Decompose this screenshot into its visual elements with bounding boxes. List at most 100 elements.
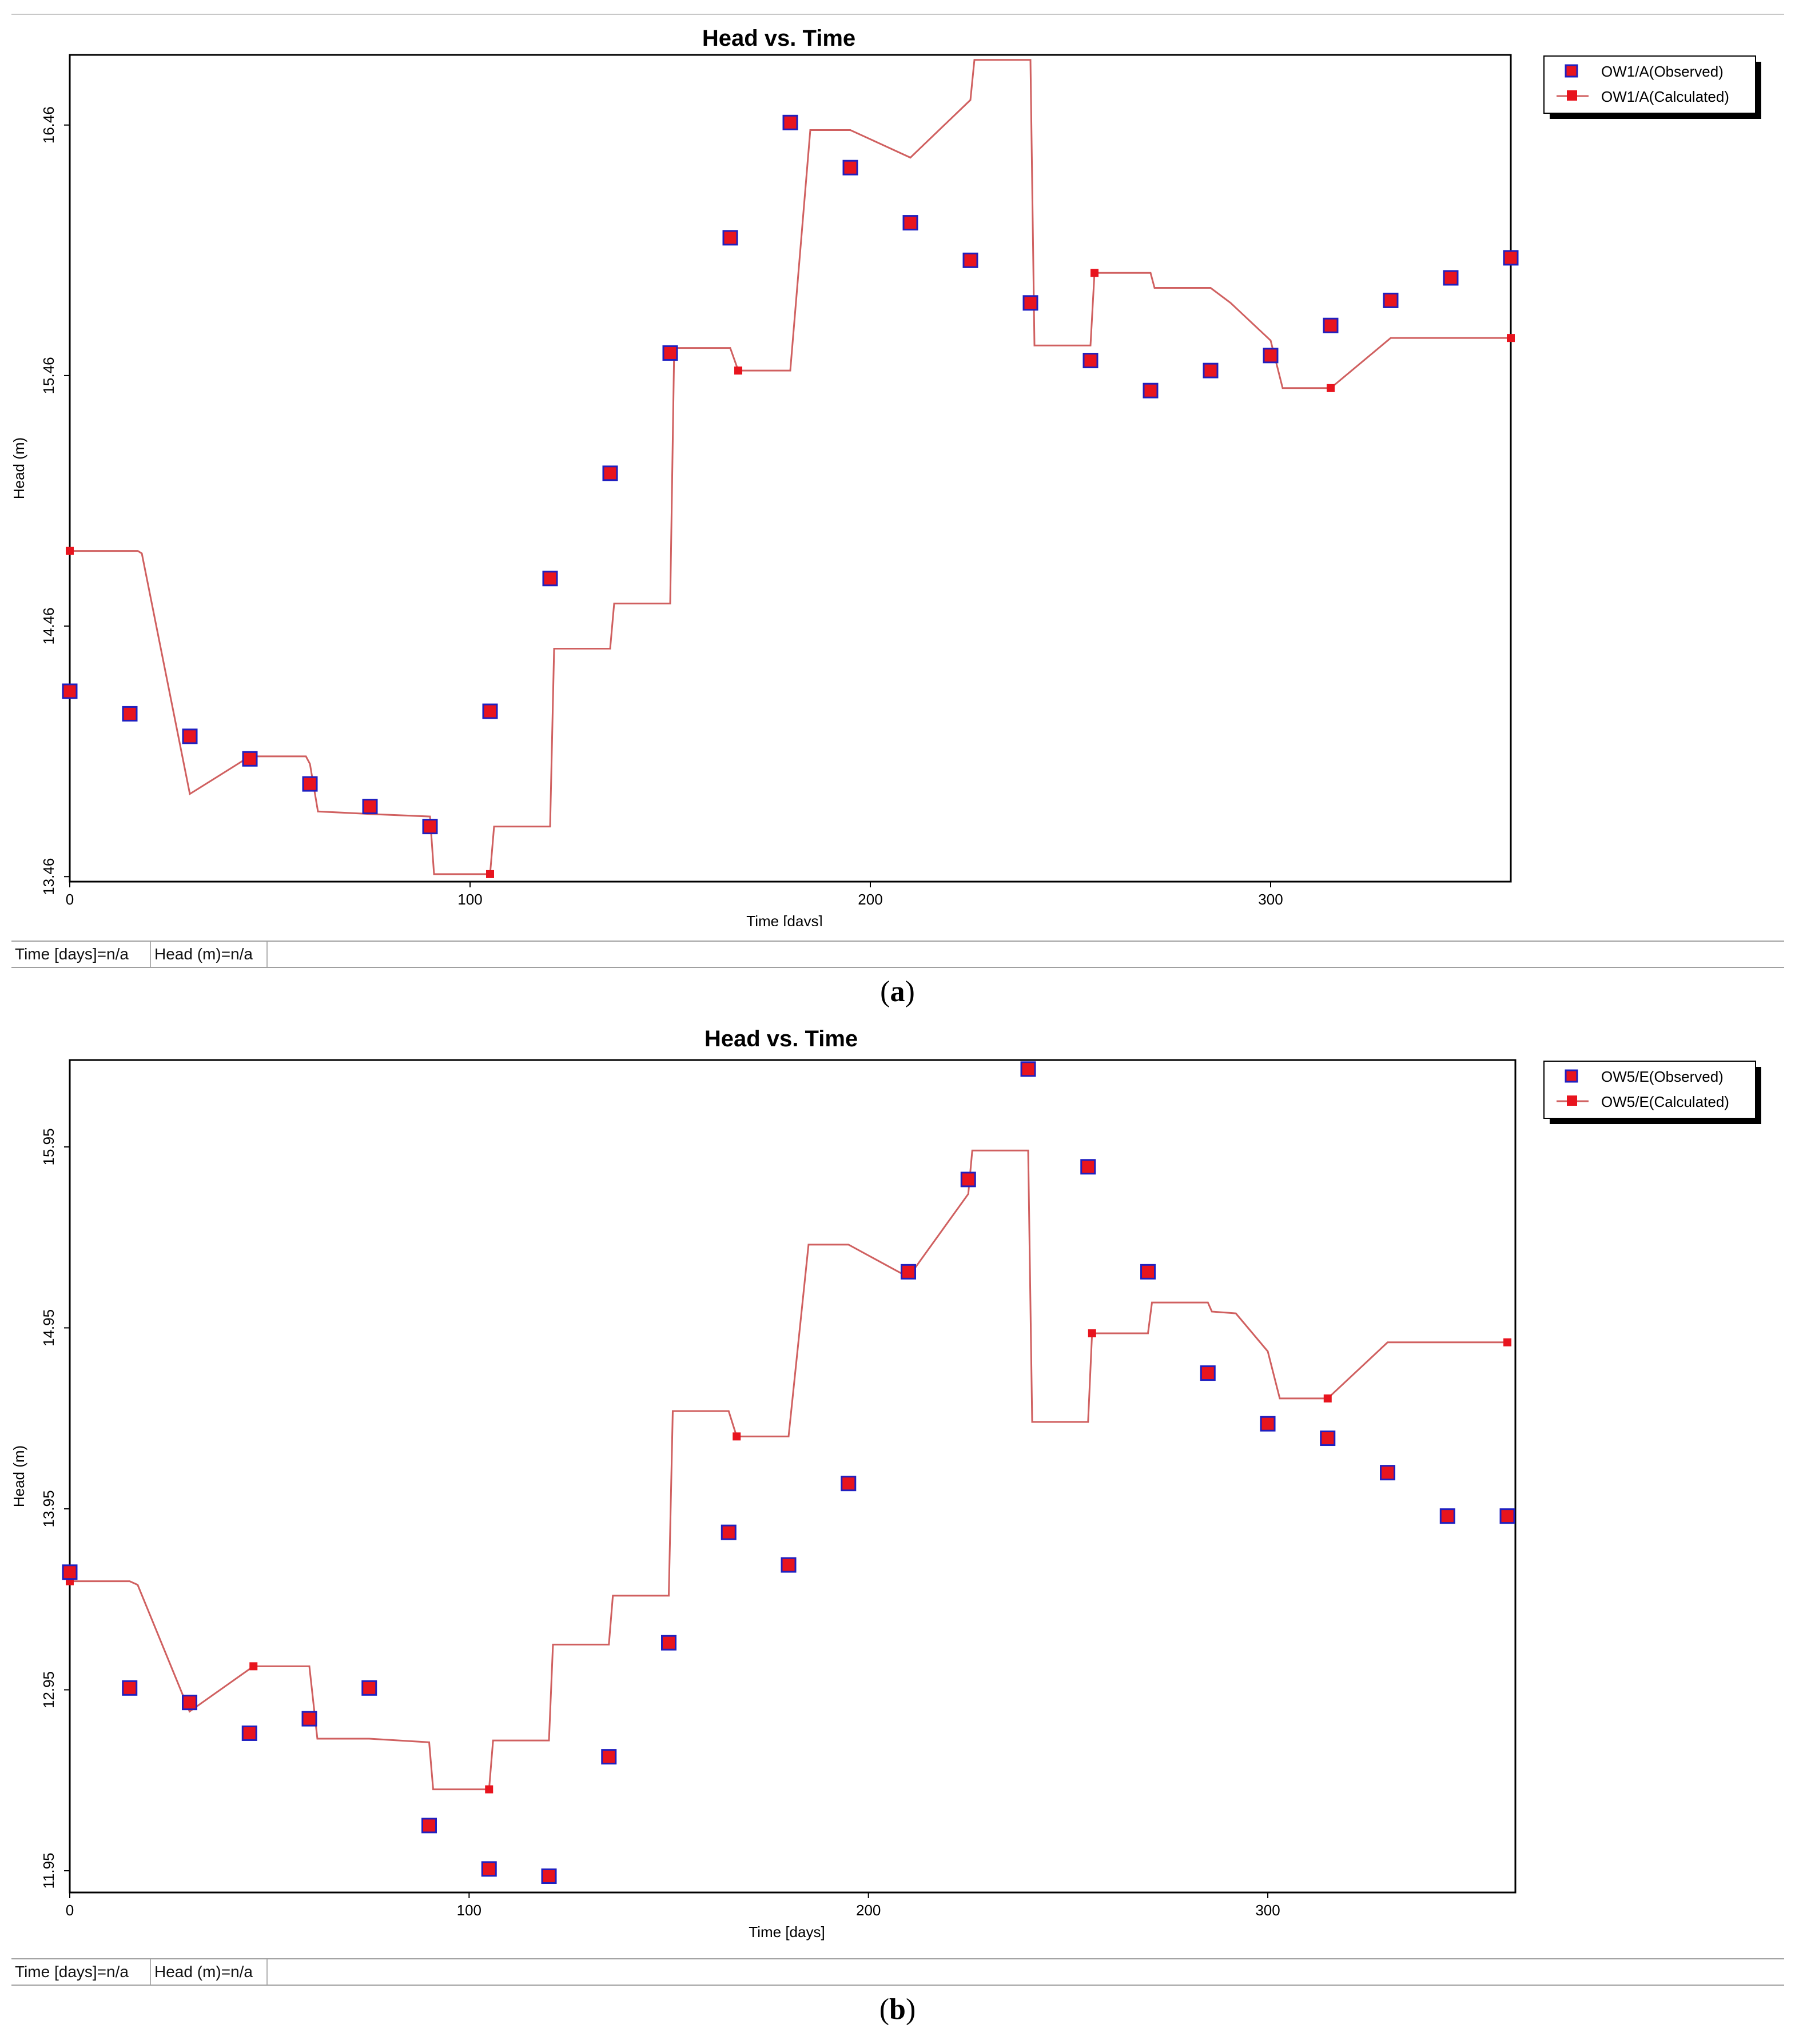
observed-point <box>1320 1431 1336 1447</box>
x-tick-label: 300 <box>1255 1902 1280 1919</box>
observed-point <box>722 230 738 246</box>
observed-point <box>1143 382 1159 399</box>
calculated-point <box>1503 1338 1512 1346</box>
plot-area <box>69 1059 1517 1894</box>
chart-panel-a: Head vs. Time 0 100 200 300 13.46 14.46 15.46 16… <box>0 0 1795 995</box>
calculated-point <box>486 870 494 878</box>
calculated-point <box>1327 384 1335 392</box>
calculated-point <box>734 366 742 375</box>
observed-point <box>361 1680 377 1696</box>
observed-point <box>182 1695 198 1711</box>
x-tick-label: 0 <box>66 891 74 908</box>
observed-point <box>542 571 558 587</box>
caption-b: (b) <box>879 1993 916 2026</box>
calculated-point <box>1088 1329 1096 1337</box>
calculated-point <box>733 1432 741 1441</box>
observed-point <box>1383 292 1399 308</box>
chart-b-svg: Head vs. Time 0 100 200 300 11.95 12.95 13.95 14… <box>10 1026 1761 1941</box>
status-time-a: Time [days]=n/a <box>11 942 151 967</box>
observed-point <box>482 703 498 719</box>
observed-point <box>541 1868 557 1884</box>
observed-point <box>721 1524 737 1540</box>
calculated-point <box>249 1662 258 1671</box>
legend-observed-marker <box>1565 1069 1578 1083</box>
plot-area <box>69 54 1512 883</box>
observed-point <box>1260 1416 1276 1432</box>
x-tick-label: 0 <box>66 1902 74 1919</box>
observed-point <box>1263 348 1279 364</box>
observed-point <box>1082 353 1099 369</box>
x-tick-label: 200 <box>858 891 882 908</box>
observed-point <box>1439 1508 1455 1524</box>
observed-point <box>901 1264 917 1280</box>
observed-point <box>662 345 678 361</box>
observed-point <box>1200 1365 1216 1381</box>
observed-point <box>182 728 198 744</box>
calculated-point <box>1507 334 1515 342</box>
legend-calculated-marker <box>1567 1095 1577 1106</box>
caption-b-label: b <box>889 1993 906 2026</box>
x-tick-label: 100 <box>457 1902 481 1919</box>
caption-a: (a) <box>880 975 915 1008</box>
observed-point <box>962 252 978 268</box>
legend-calculated-label: OW1/A(Calculated) <box>1601 88 1729 105</box>
x-axis-label: Time [days] <box>746 913 822 926</box>
legend-observed-label: OW1/A(Observed) <box>1601 63 1724 80</box>
observed-point <box>422 819 438 835</box>
y-tick-label: 15.46 <box>40 357 57 394</box>
observed-point <box>960 1172 976 1188</box>
observed-point <box>1022 295 1038 311</box>
caption-a-label: a <box>890 975 905 1008</box>
status-time-b: Time [days]=n/a <box>11 1959 151 1985</box>
calculated-point <box>66 547 74 555</box>
chart-a-svg: Head vs. Time 0 100 200 300 13.46 14.46 15.46 16… <box>10 26 1761 926</box>
observed-point <box>362 799 378 815</box>
y-tick-label: 11.95 <box>40 1852 57 1888</box>
observed-point <box>62 683 78 699</box>
legend-box <box>1543 55 1756 114</box>
x-tick-label: 200 <box>856 1902 881 1919</box>
y-tick-label: 12.95 <box>40 1671 57 1708</box>
observed-point <box>242 751 258 767</box>
y-axis-label: Head (m) <box>10 1445 27 1507</box>
observed-point <box>302 776 318 792</box>
y-tick-label: 13.95 <box>40 1490 57 1527</box>
observed-point <box>902 215 918 231</box>
x-tick-label: 100 <box>457 891 482 908</box>
status-head-b: Head (m)=n/a <box>151 1959 268 1985</box>
top-divider <box>11 14 1784 15</box>
observed-point <box>1203 362 1219 378</box>
status-extra-a <box>268 942 1784 967</box>
calculated-point <box>1090 269 1099 277</box>
observed-point <box>1323 317 1339 333</box>
status-bar-b: Time [days]=n/a Head (m)=n/a <box>11 1958 1784 1986</box>
legend-calculated-label: OW5/E(Calculated) <box>1601 1093 1729 1110</box>
observed-point <box>1020 1061 1036 1077</box>
x-axis-label: Time [days] <box>749 1923 825 1941</box>
legend-observed-label: OW5/E(Observed) <box>1601 1068 1724 1085</box>
observed-point <box>122 706 138 722</box>
observed-point <box>241 1725 257 1741</box>
legend-observed-marker <box>1565 64 1578 78</box>
observed-point <box>842 160 858 176</box>
observed-point <box>841 1476 857 1492</box>
y-tick-label: 14.46 <box>40 608 57 645</box>
observed-point <box>602 465 618 481</box>
calculated-point <box>485 1785 493 1794</box>
y-axis-label: Head (m) <box>10 437 27 499</box>
observed-point <box>1080 1159 1096 1175</box>
chart-title: Head vs. Time <box>705 1026 858 1051</box>
status-head-a: Head (m)=n/a <box>151 942 268 967</box>
observed-point <box>601 1749 617 1765</box>
observed-point <box>122 1680 138 1696</box>
observed-point <box>301 1711 317 1727</box>
observed-point <box>661 1635 677 1651</box>
chart-title: Head vs. Time <box>702 26 855 51</box>
legend-calculated-marker <box>1567 90 1577 101</box>
legend-box <box>1543 1061 1756 1119</box>
x-tick-label: 300 <box>1258 891 1283 908</box>
y-tick-label: 13.46 <box>40 858 57 895</box>
y-tick-label: 16.46 <box>40 106 57 144</box>
observed-point <box>1443 270 1459 286</box>
calculated-series-line <box>70 1149 1508 1791</box>
